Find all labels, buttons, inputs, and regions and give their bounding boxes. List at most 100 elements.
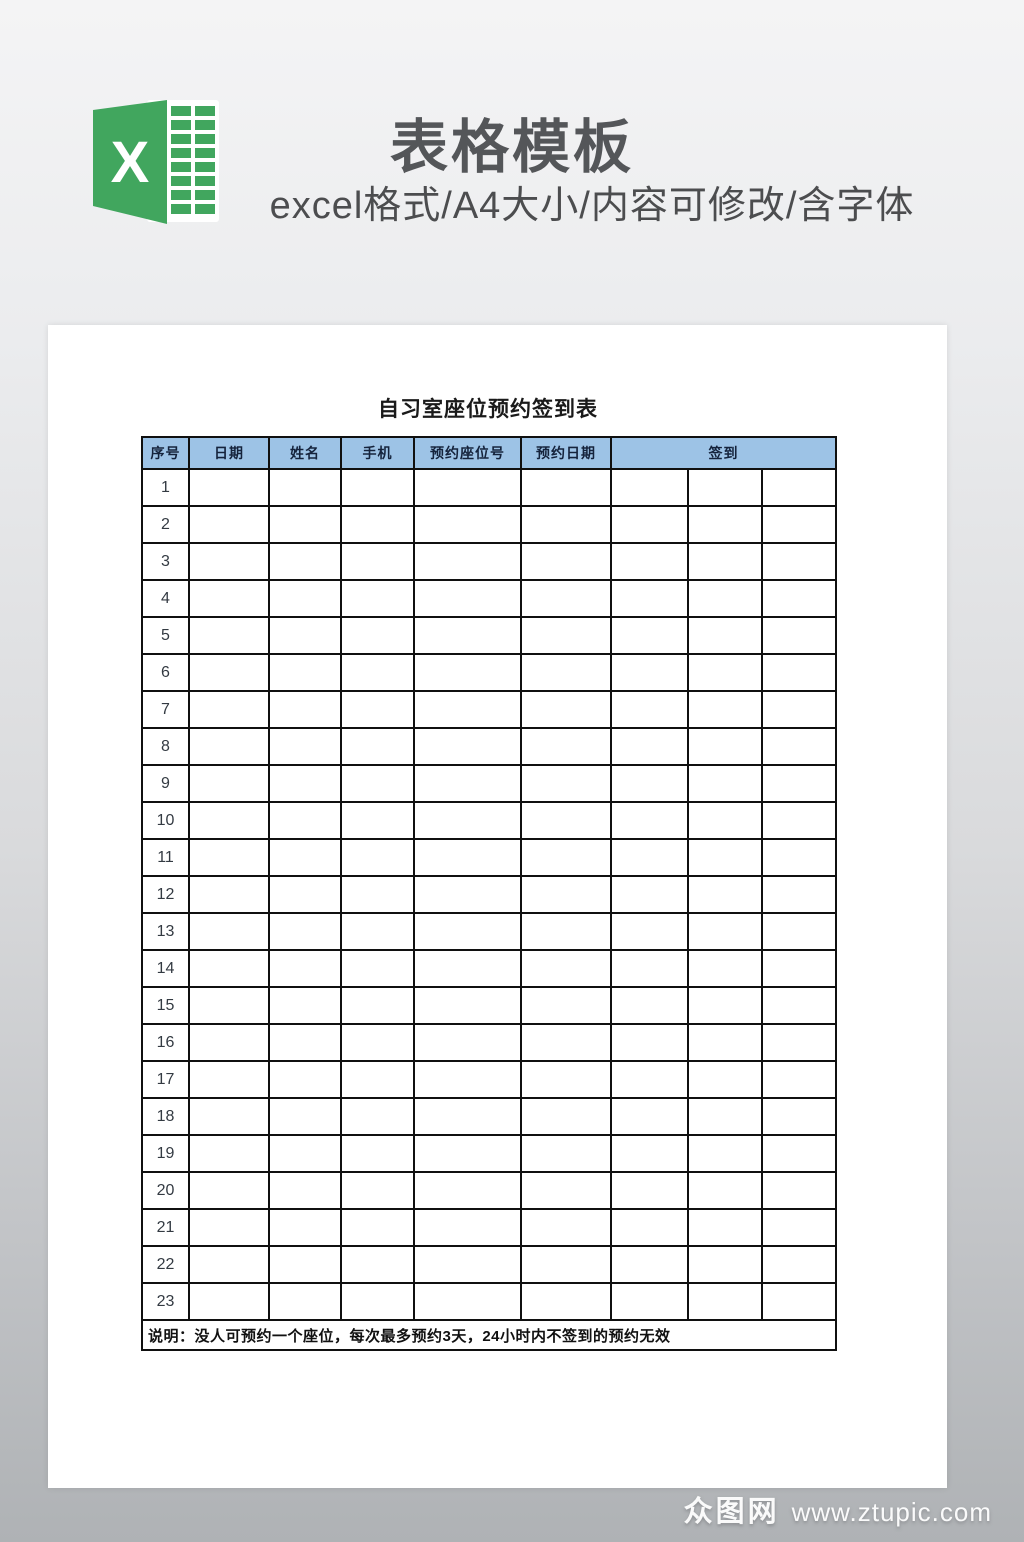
empty-cell [413, 1282, 522, 1321]
row-number-cell: 14 [141, 949, 190, 988]
empty-cell [413, 468, 522, 507]
empty-cell [340, 1282, 415, 1321]
empty-cell [413, 1023, 522, 1062]
empty-cell [687, 616, 763, 655]
empty-cell [268, 579, 342, 618]
empty-cell [268, 542, 342, 581]
empty-cell [760, 542, 838, 581]
row-number-cell: 5 [141, 616, 190, 655]
empty-cell [268, 727, 342, 766]
empty-cell [340, 986, 415, 1025]
empty-cell [340, 1245, 415, 1284]
empty-cell [188, 1097, 270, 1136]
empty-cell [188, 653, 270, 692]
empty-cell [413, 690, 522, 729]
table-row: 16 [141, 1023, 838, 1062]
empty-cell [340, 653, 415, 692]
empty-cell [268, 949, 342, 988]
empty-cell [340, 1060, 415, 1099]
row-number-cell: 17 [141, 1060, 190, 1099]
empty-cell [268, 875, 342, 914]
col-header-signin: 签到 [609, 436, 838, 470]
empty-cell [760, 801, 838, 840]
empty-cell [687, 1097, 763, 1136]
empty-cell [268, 1023, 342, 1062]
table-row: 9 [141, 764, 838, 803]
empty-cell [188, 764, 270, 803]
empty-cell [188, 1171, 270, 1210]
empty-cell [188, 949, 270, 988]
empty-cell [188, 1208, 270, 1247]
empty-cell [687, 764, 763, 803]
empty-cell [188, 505, 270, 544]
empty-cell [268, 986, 342, 1025]
table-row: 23 [141, 1282, 838, 1321]
empty-cell [520, 1060, 612, 1099]
empty-cell [188, 986, 270, 1025]
empty-cell [413, 1134, 522, 1173]
empty-cell [188, 912, 270, 951]
row-number-cell: 18 [141, 1097, 190, 1136]
table-header-row: 序号 日期 姓名 手机 预约座位号 预约日期 签到 [141, 436, 838, 470]
empty-cell [188, 1060, 270, 1099]
empty-cell [188, 690, 270, 729]
empty-cell [268, 1097, 342, 1136]
row-number-cell: 4 [141, 579, 190, 618]
empty-cell [610, 1208, 689, 1247]
empty-cell [687, 468, 763, 507]
empty-cell [340, 1023, 415, 1062]
empty-cell [520, 801, 612, 840]
empty-cell [520, 468, 612, 507]
empty-cell [610, 1282, 689, 1321]
row-number-cell: 22 [141, 1245, 190, 1284]
empty-cell [520, 727, 612, 766]
empty-cell [610, 1060, 689, 1099]
empty-cell [413, 1208, 522, 1247]
empty-cell [610, 1171, 689, 1210]
empty-cell [340, 875, 415, 914]
empty-cell [687, 875, 763, 914]
empty-cell [610, 1097, 689, 1136]
empty-cell [268, 1171, 342, 1210]
table-row: 3 [141, 542, 838, 581]
empty-cell [687, 1171, 763, 1210]
empty-cell [687, 986, 763, 1025]
table-row: 1 [141, 468, 838, 507]
empty-cell [268, 505, 342, 544]
empty-cell [340, 727, 415, 766]
table-row: 8 [141, 727, 838, 766]
empty-cell [760, 1134, 838, 1173]
empty-cell [340, 1097, 415, 1136]
empty-cell [340, 838, 415, 877]
empty-cell [760, 1060, 838, 1099]
empty-cell [520, 1282, 612, 1321]
empty-cell [760, 579, 838, 618]
row-number-cell: 20 [141, 1171, 190, 1210]
excel-icon: X [85, 98, 220, 228]
empty-cell [340, 468, 415, 507]
empty-cell [687, 912, 763, 951]
row-number-cell: 8 [141, 727, 190, 766]
table-row: 19 [141, 1134, 838, 1173]
empty-cell [760, 1097, 838, 1136]
empty-cell [520, 653, 612, 692]
empty-cell [413, 505, 522, 544]
empty-cell [413, 616, 522, 655]
table-row: 12 [141, 875, 838, 914]
empty-cell [610, 468, 689, 507]
empty-cell [520, 949, 612, 988]
empty-cell [413, 1171, 522, 1210]
empty-cell [687, 1134, 763, 1173]
empty-cell [610, 505, 689, 544]
empty-cell [268, 1060, 342, 1099]
table-row: 4 [141, 579, 838, 618]
empty-cell [760, 690, 838, 729]
empty-cell [340, 505, 415, 544]
empty-cell [340, 764, 415, 803]
empty-cell [610, 616, 689, 655]
excel-logo-graphic: X [93, 100, 219, 224]
empty-cell [520, 1171, 612, 1210]
empty-cell [760, 1245, 838, 1284]
table-row: 17 [141, 1060, 838, 1099]
